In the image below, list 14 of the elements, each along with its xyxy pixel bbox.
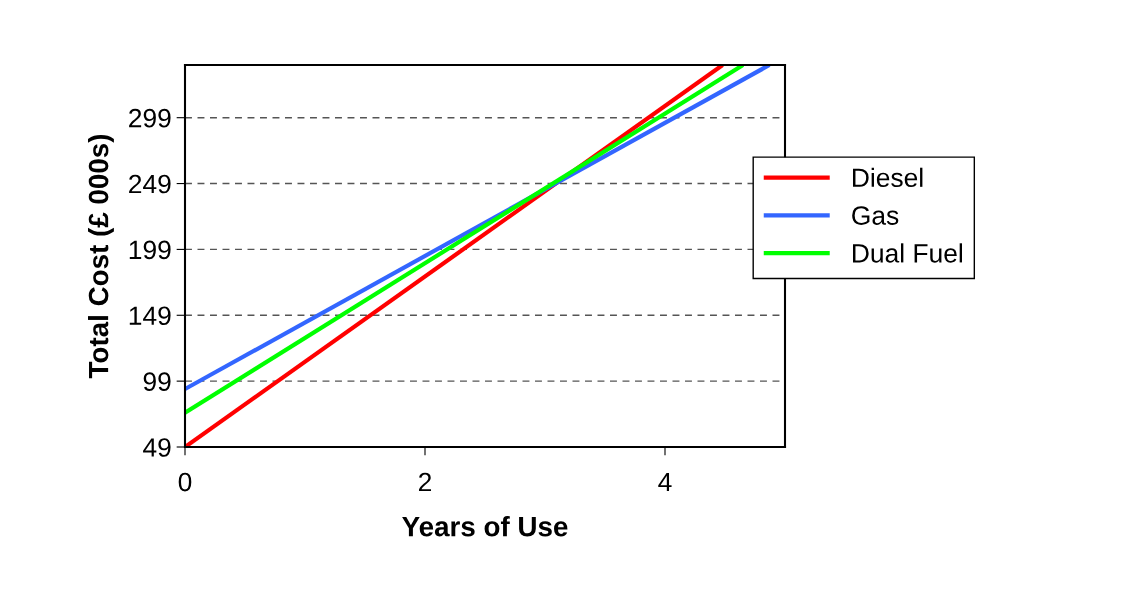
legend-label: Gas xyxy=(852,206,899,225)
y-tick-label: 149 xyxy=(129,306,171,326)
y-tick-label: 249 xyxy=(129,174,171,194)
x-tick-label: 2 xyxy=(418,472,432,492)
legend-label: Diesel xyxy=(853,167,923,188)
x-tick-label: 4 xyxy=(658,472,672,492)
x-axis-title: Years of Use xyxy=(402,516,568,537)
y-tick-label: 49 xyxy=(143,438,171,457)
x-tick-label: 0 xyxy=(178,472,192,492)
y-tick-label: 99 xyxy=(143,372,171,391)
legend-label: Dual Fuel xyxy=(853,243,963,263)
y-axis-title: Total Cost (£ 000s) xyxy=(88,134,114,379)
y-tick-label: 299 xyxy=(129,108,171,128)
y-tick-label: 199 xyxy=(129,240,171,260)
